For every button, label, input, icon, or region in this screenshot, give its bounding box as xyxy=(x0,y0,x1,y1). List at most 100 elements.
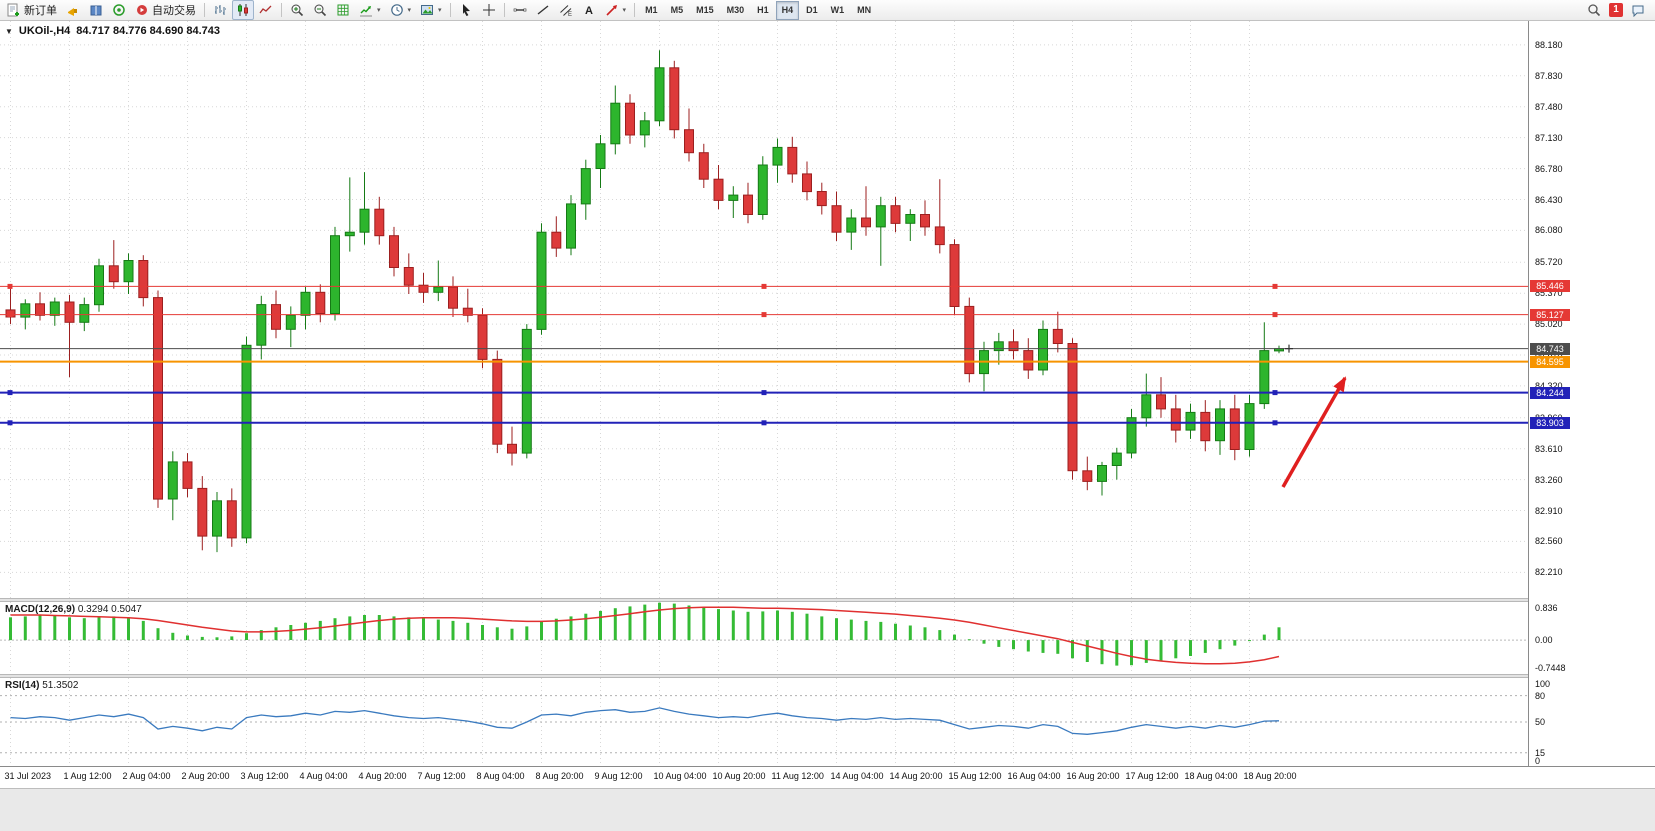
line-handle[interactable] xyxy=(761,420,767,426)
toolbar-separator xyxy=(204,3,205,17)
text-tool-button[interactable]: A xyxy=(578,0,600,20)
price-tick: 82.210 xyxy=(1535,567,1563,578)
candle xyxy=(1082,470,1093,482)
macd-histogram-bar xyxy=(9,617,12,641)
chat-button[interactable] xyxy=(1627,0,1649,20)
cursor-button[interactable] xyxy=(455,0,477,20)
time-label: 16 Aug 04:00 xyxy=(1007,771,1061,781)
time-axis[interactable]: 31 Jul 2023 1 Aug 12:00 2 Aug 04:00 2 Aug 2… xyxy=(0,766,1655,788)
chart-candles-button[interactable] xyxy=(232,0,254,20)
horizontal-line-tool-button[interactable] xyxy=(509,0,531,20)
timeframe-h4-button[interactable]: H4 xyxy=(775,0,800,20)
line-handle[interactable] xyxy=(1272,390,1278,396)
macd-histogram-bar xyxy=(731,610,735,641)
candle xyxy=(1052,328,1063,344)
line-handle[interactable] xyxy=(1272,283,1278,289)
macd-scale-zero: 0.00 xyxy=(1535,635,1553,646)
new-order-button[interactable]: 新订单 xyxy=(3,0,61,20)
line-handle[interactable] xyxy=(7,312,13,318)
timeframe-m5-button[interactable]: M5 xyxy=(670,4,684,15)
macd-histogram-bar xyxy=(495,627,499,641)
macd-histogram-bar xyxy=(849,619,853,641)
book-icon xyxy=(90,5,102,16)
macd-histogram-bar xyxy=(982,640,986,644)
trend-arrow[interactable] xyxy=(1281,377,1347,488)
grid-button[interactable] xyxy=(332,0,354,20)
timeframe-m30-button[interactable]: M30 xyxy=(726,4,745,15)
rsi-pane-canvas[interactable] xyxy=(0,678,1528,766)
macd-histogram-bar xyxy=(1218,640,1222,650)
macd-histogram-bar xyxy=(717,609,720,641)
macd-histogram-bar xyxy=(422,618,425,641)
price-axis[interactable]: 88.180 87.830 87.480 87.130 86.780 86.430 86.0… xyxy=(1528,21,1655,766)
candle xyxy=(182,461,193,489)
trend-line-tool-button[interactable] xyxy=(532,0,554,20)
periods-button[interactable]: ▾ xyxy=(386,0,416,20)
candle xyxy=(846,217,857,233)
macd-histogram-bar xyxy=(805,613,809,641)
candle xyxy=(521,328,532,454)
indicators-button[interactable]: ▾ xyxy=(355,0,385,20)
line-handle[interactable] xyxy=(7,283,13,289)
candle xyxy=(1156,394,1166,410)
auto-trading-button[interactable]: 自动交易 xyxy=(131,0,200,20)
trend-arrow-head[interactable] xyxy=(1333,373,1351,393)
line-handle[interactable] xyxy=(1272,312,1278,318)
candle xyxy=(861,217,871,228)
candle xyxy=(1111,452,1122,467)
timeframe-h1-button[interactable]: H1 xyxy=(757,4,769,15)
rsi-scale-label: 0 xyxy=(1535,756,1541,766)
macd-histogram-bar xyxy=(1203,640,1207,653)
crosshair-button[interactable] xyxy=(478,0,500,20)
zoom-in-button[interactable] xyxy=(286,0,308,20)
arrows-tool-button[interactable]: ▾ xyxy=(601,0,631,20)
sound-button[interactable] xyxy=(108,0,130,20)
main-chart-canvas[interactable] xyxy=(0,21,1528,598)
timeframe-m1-button[interactable]: M1 xyxy=(645,4,658,15)
macd-histogram-bar xyxy=(776,610,779,641)
pane-separator[interactable] xyxy=(0,674,1655,678)
search-button[interactable] xyxy=(1583,0,1605,20)
line-handle[interactable] xyxy=(761,283,767,289)
chart-line-button[interactable] xyxy=(255,0,277,20)
chart-bars-button[interactable] xyxy=(209,0,231,20)
timeframe-w1-button[interactable]: W1 xyxy=(830,4,845,15)
candle xyxy=(153,297,163,500)
toolbar-separator xyxy=(449,3,451,17)
macd-histogram-bar xyxy=(200,636,204,641)
macd-histogram-bar xyxy=(318,620,322,640)
macd-histogram-bar xyxy=(38,615,42,641)
candle xyxy=(934,226,945,246)
candle xyxy=(580,168,591,205)
notification-badge[interactable]: 1 xyxy=(1609,3,1623,17)
line-handle[interactable] xyxy=(7,390,13,396)
templates-button[interactable]: ▾ xyxy=(416,0,446,20)
macd-histogram-bar xyxy=(746,611,750,640)
timeframe-mn-button[interactable]: MN xyxy=(857,4,872,15)
macd-histogram-bar xyxy=(245,633,248,640)
macd-histogram-bar xyxy=(599,610,602,640)
macd-histogram-bar xyxy=(908,625,912,641)
price-tick: 84.320 xyxy=(1535,381,1563,391)
pane-separator[interactable] xyxy=(0,598,1655,602)
market-watch-button[interactable] xyxy=(85,0,107,20)
alert-horn-button[interactable] xyxy=(62,0,84,20)
timeframe-m15-button[interactable]: M15 xyxy=(696,4,714,15)
timeframe-d1-button[interactable]: D1 xyxy=(806,4,818,15)
ohlc-values: 84.717 84.776 84.690 84.743 xyxy=(76,25,221,37)
macd-pane-canvas[interactable] xyxy=(0,602,1528,674)
line-handle[interactable] xyxy=(7,420,13,426)
candle xyxy=(566,203,576,249)
zoom-out-button[interactable] xyxy=(309,0,331,20)
collapse-arrow-icon[interactable]: ▼ xyxy=(5,26,13,36)
line-handle[interactable] xyxy=(761,312,767,318)
candle xyxy=(1067,343,1078,472)
candle xyxy=(1244,403,1255,451)
line-handle[interactable] xyxy=(761,390,767,396)
line-handle[interactable] xyxy=(1272,420,1278,426)
macd-histogram-bar xyxy=(835,618,838,641)
equidistant-channel-tool-button[interactable]: E xyxy=(555,0,577,20)
rsi-line xyxy=(10,707,1280,735)
macd-histogram-bar xyxy=(1012,640,1015,650)
toolbar-separator xyxy=(281,3,282,17)
